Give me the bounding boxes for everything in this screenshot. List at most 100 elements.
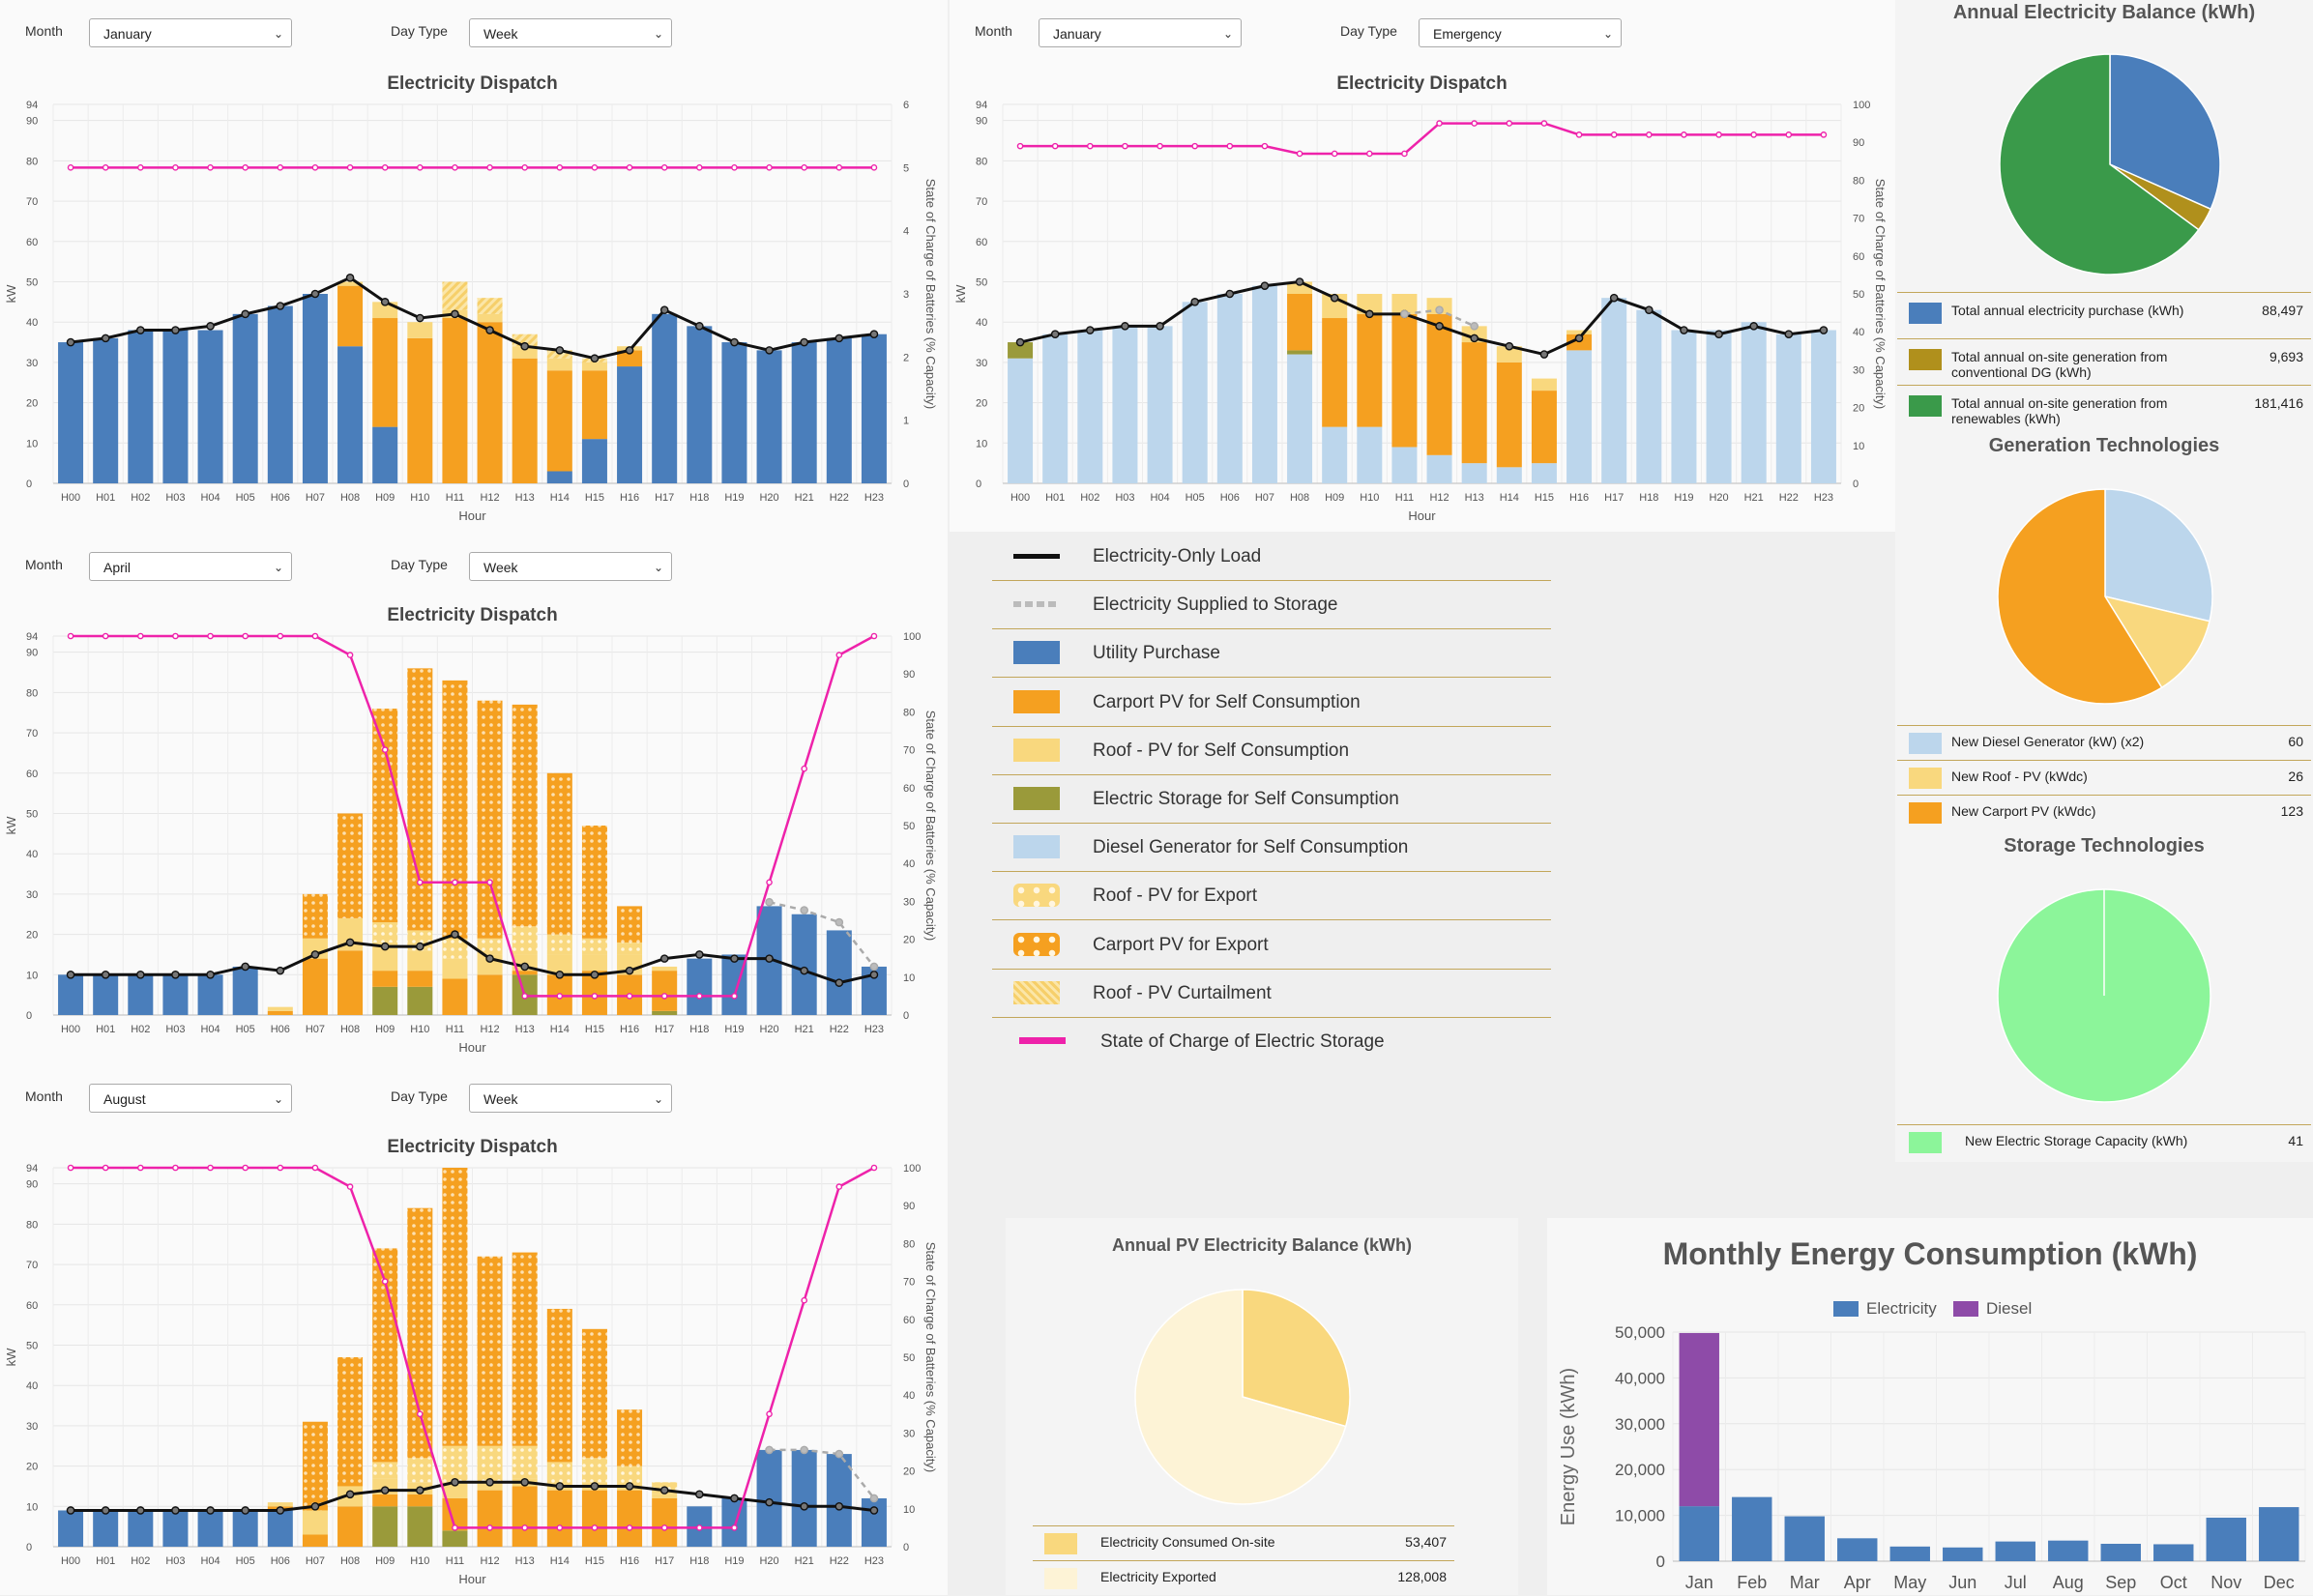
row-value: 123 [2280, 803, 2303, 819]
monthly-consumption-chart: Monthly Energy Consumption (kWh) Electric… [1558, 1236, 2306, 1592]
month-select[interactable]: August ⌄ [89, 1084, 292, 1113]
line-point [242, 164, 249, 171]
y2-tick-label: 40 [1853, 327, 1864, 338]
x-tick-label: H02 [131, 1024, 150, 1035]
line-point [1121, 322, 1129, 331]
bar-utility-purchase [581, 439, 607, 483]
line-point [136, 326, 145, 334]
y-tick-label: 80 [26, 1219, 38, 1231]
x-tick-label: H04 [200, 1024, 220, 1035]
bar-utility-purchase [162, 974, 189, 1015]
month-label: Month [25, 1088, 63, 1104]
line-point [485, 954, 494, 963]
legend-swatch [1909, 768, 1942, 789]
generation-card: Generation Technologies [1895, 435, 2313, 841]
controls-panel-3: Month August ⌄ Day Type Week ⌄ [0, 1063, 948, 1113]
line-point [590, 354, 600, 363]
x-tick-label: Oct [2160, 1573, 2187, 1592]
month-select-value: August [103, 1091, 146, 1107]
line-point [206, 1506, 215, 1515]
bar-roof-pv-for-self-consumption [512, 346, 538, 359]
line-state-of-charge-of-electric-storage [71, 634, 875, 998]
line-point [521, 1524, 528, 1531]
line-point [869, 970, 879, 979]
y2-tick-label: 80 [903, 707, 915, 718]
x-axis-label: Hour [458, 1572, 486, 1586]
line-point [381, 1278, 389, 1285]
x-tick-label: H14 [550, 1024, 570, 1035]
bar-roof-pv-for-self-consumption [302, 1510, 328, 1535]
bar-diesel-generator-for-self-consumption [1741, 322, 1767, 483]
table-row: New Electric Storage Capacity (kWh) 41 [1897, 1124, 2311, 1160]
x-tick-label: H08 [1290, 492, 1309, 504]
x-tick-label: H07 [306, 1555, 325, 1567]
line-point [834, 978, 844, 987]
bar-carport-pv-for-export [372, 709, 398, 923]
row-value: 41 [2288, 1133, 2303, 1148]
x-tick-label: H15 [1535, 492, 1554, 504]
x-tick-label: H12 [480, 1555, 499, 1567]
daytype-select[interactable]: Week ⌄ [469, 1084, 672, 1113]
bar-carport-pv-for-self-consumption [617, 1490, 643, 1547]
x-tick-label: Jan [1685, 1573, 1713, 1592]
y-tick-label: 90 [26, 1179, 38, 1191]
month-select[interactable]: April ⌄ [89, 552, 292, 581]
bar-electricity [1943, 1547, 1983, 1561]
line-point [869, 1506, 879, 1515]
bar-roof-pv-for-self-consumption [407, 322, 433, 338]
line-point [1471, 120, 1478, 127]
bar-utility-purchase [721, 954, 747, 1015]
daytype-select[interactable]: Week ⌄ [469, 18, 672, 47]
month-label: Month [25, 23, 63, 39]
bar-utility-purchase [791, 342, 817, 483]
y2-tick-label: 0 [903, 479, 909, 490]
bar-diesel-generator-for-self-consumption [1706, 330, 1732, 483]
daytype-select[interactable]: Emergency ⌄ [1419, 18, 1622, 47]
line-point [311, 1164, 319, 1172]
bar-roof-pv-for-export [581, 1458, 607, 1483]
legend-swatch [1013, 884, 1060, 908]
line-point [102, 1164, 109, 1172]
y2-tick-label: 10 [903, 1504, 915, 1516]
row-label: New Roof - PV (kWdc) [1951, 769, 2088, 784]
y2-tick-label: 30 [903, 1428, 915, 1439]
line-point [451, 930, 459, 939]
y2-tick-label: 30 [1853, 364, 1864, 376]
line-point [172, 164, 179, 171]
line-point [659, 954, 669, 963]
x-tick-label: H18 [1639, 492, 1658, 504]
bar-diesel-generator-for-self-consumption [1810, 330, 1836, 483]
y-tick-label: 80 [26, 687, 38, 699]
x-tick-label: May [1893, 1573, 1926, 1592]
x-tick-label: Mar [1790, 1573, 1820, 1592]
line-point [1260, 281, 1270, 290]
bar-utility-purchase [302, 294, 328, 483]
bar-utility-purchase [162, 1510, 189, 1547]
x-tick-label: H19 [724, 492, 744, 504]
daytype-select[interactable]: Week ⌄ [469, 552, 672, 581]
line-point [242, 1164, 249, 1172]
y-tick-label: 50 [26, 276, 38, 288]
x-tick-label: H01 [96, 492, 115, 504]
bar-carport-pv-for-self-consumption [267, 1010, 293, 1015]
row-label: Total annual electricity purchase (kWh) [1951, 303, 2184, 318]
bar-utility-purchase [232, 966, 258, 1015]
line-point [765, 346, 774, 355]
line-point [485, 1477, 494, 1487]
y-tick-label: 0 [26, 1010, 32, 1022]
x-tick-label: H15 [585, 1024, 604, 1035]
generation-pie [1997, 488, 2213, 705]
line-point [766, 164, 773, 171]
line-point [102, 632, 109, 640]
y2-tick-label: 40 [903, 1390, 915, 1402]
bar-roof-pv-for-export [477, 1445, 503, 1483]
month-select[interactable]: January ⌄ [89, 18, 292, 47]
x-tick-label: H20 [759, 1024, 778, 1035]
month-select[interactable]: January ⌄ [1039, 18, 1242, 47]
bar-carport-pv-for-export [302, 893, 328, 939]
line-point [1050, 330, 1060, 339]
bar-utility-purchase [721, 1497, 747, 1547]
y-tick-label: 20 [26, 398, 38, 410]
line-point [417, 1410, 424, 1418]
line-point [1156, 322, 1164, 331]
